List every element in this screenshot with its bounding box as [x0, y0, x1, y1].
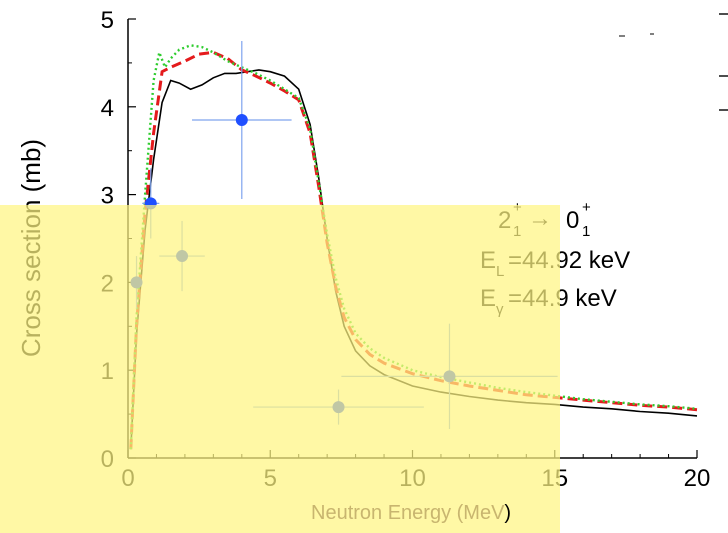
y-tick-label: 4	[101, 95, 114, 122]
legend-fragments	[619, 13, 728, 111]
x-axis-label: Neutron Energy (MeV)	[311, 502, 512, 524]
highlight-overlay	[0, 205, 560, 533]
data-point	[192, 40, 292, 199]
transition-final-sup: +	[582, 199, 591, 216]
y-tick-label: 3	[101, 183, 114, 210]
x-tick-label: 20	[684, 465, 711, 492]
transition-final-sub: 1	[582, 223, 590, 240]
y-tick-label: 5	[101, 7, 114, 34]
transition-final: 0	[566, 207, 579, 234]
data-marker	[235, 113, 248, 126]
